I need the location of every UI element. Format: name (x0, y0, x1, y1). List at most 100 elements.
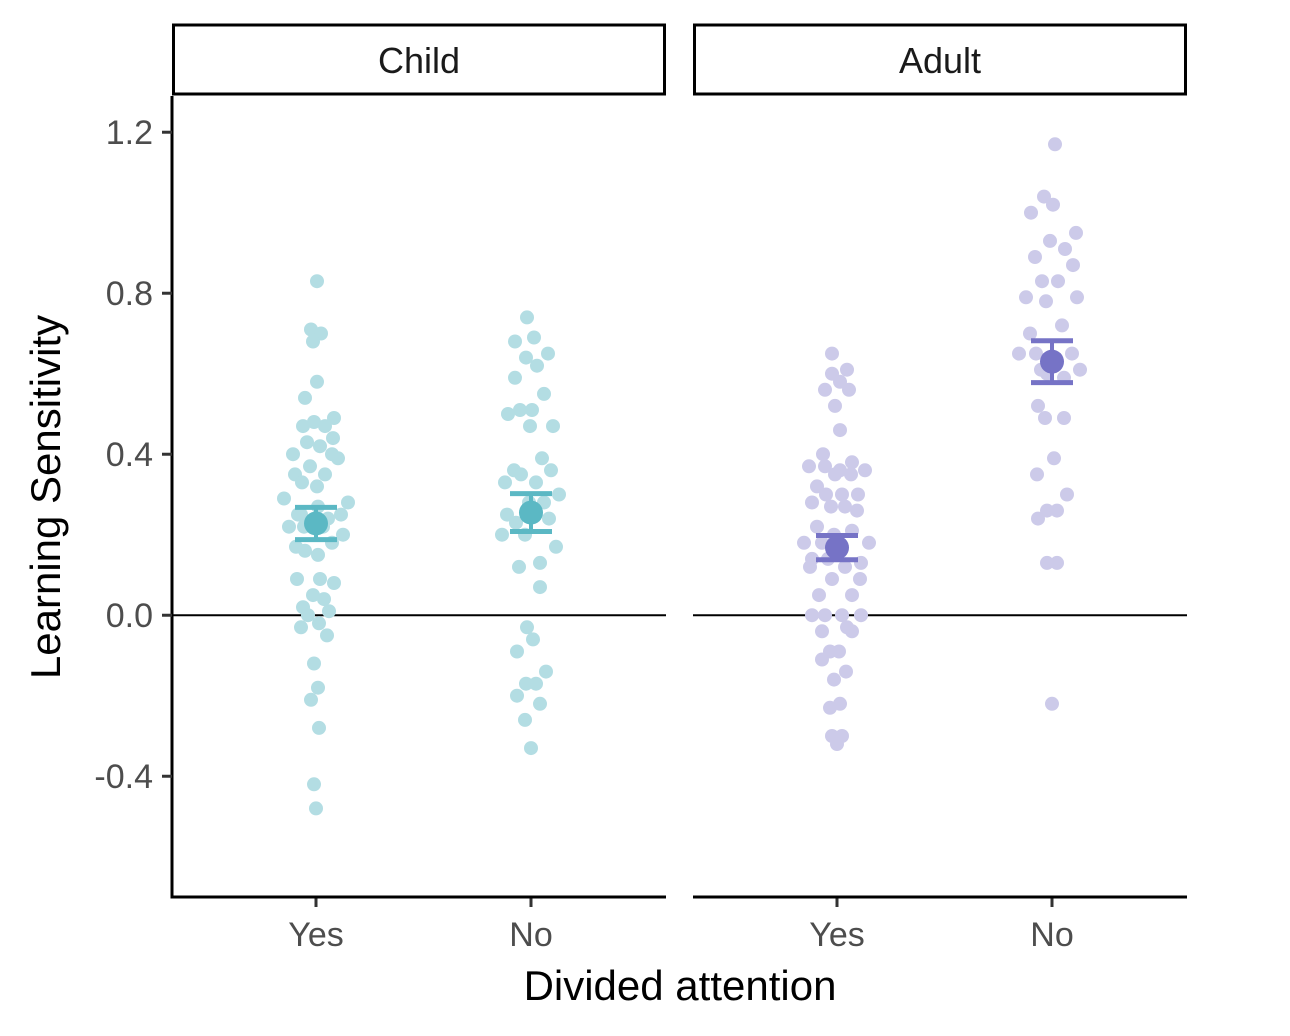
data-point (318, 419, 332, 434)
data-point (552, 487, 566, 502)
data-point (286, 447, 300, 462)
data-point (1050, 503, 1064, 518)
data-point (510, 644, 524, 659)
data-point (336, 527, 350, 542)
data-point (306, 588, 320, 603)
data-point (510, 688, 524, 703)
data-point (805, 495, 819, 510)
data-point (546, 419, 560, 434)
data-point (844, 467, 858, 482)
data-point (326, 431, 340, 446)
data-point (833, 423, 847, 438)
data-point (832, 644, 846, 659)
data-point (537, 386, 551, 401)
data-point (529, 475, 543, 490)
data-point (1047, 451, 1061, 466)
data-point (1050, 555, 1064, 570)
data-point (797, 535, 811, 550)
data-point (1073, 362, 1087, 377)
data-point (1057, 411, 1071, 425)
data-point (325, 447, 339, 462)
data-point (311, 680, 325, 695)
group-no (495, 310, 566, 756)
data-point (322, 604, 336, 619)
mean-point (519, 500, 543, 525)
data-point (296, 419, 310, 434)
data-point (858, 463, 872, 478)
data-point (303, 459, 317, 474)
data-point (334, 507, 348, 522)
data-point (509, 515, 523, 530)
data-point (294, 620, 308, 635)
data-point (815, 652, 829, 667)
data-point (850, 503, 864, 518)
panel-adult: Adult Yes No (693, 23, 1187, 954)
mean-point (304, 511, 328, 536)
data-point (311, 547, 325, 562)
data-point (530, 358, 544, 373)
data-point (1065, 346, 1079, 361)
y-axis-title: Learning Sensitivity (22, 315, 69, 679)
data-point (520, 620, 534, 635)
data-point (845, 624, 859, 639)
panel-child: Child Yes No (172, 23, 666, 954)
strip-box (693, 23, 1187, 96)
data-point (309, 801, 323, 816)
data-point (541, 346, 555, 361)
data-point (520, 310, 534, 325)
data-point (851, 487, 865, 502)
data-point (1037, 189, 1051, 204)
data-point (535, 451, 549, 466)
data-point (840, 362, 854, 377)
data-point (306, 334, 320, 349)
data-point (529, 676, 543, 691)
strip-label: Child (378, 40, 460, 81)
strip-box (172, 23, 666, 96)
data-point (812, 588, 826, 603)
x-axis-title: Divided attention (524, 962, 837, 1009)
data-point (854, 608, 868, 623)
x-tick-label: No (509, 916, 552, 954)
data-point (1055, 318, 1069, 333)
data-point (549, 539, 563, 554)
y-tick-label: 0.8 (106, 275, 153, 313)
data-point (862, 535, 876, 550)
data-point (295, 475, 309, 490)
data-point (524, 741, 538, 756)
data-point (1058, 242, 1072, 256)
data-point (830, 737, 844, 751)
data-point (327, 411, 341, 425)
data-point (307, 656, 321, 671)
data-point (1023, 326, 1037, 341)
data-point (1060, 487, 1074, 502)
data-point (495, 527, 509, 542)
data-point (818, 382, 832, 397)
data-point (1024, 205, 1038, 220)
data-point (1028, 250, 1042, 264)
strip-label: Adult (899, 40, 981, 81)
data-point (514, 467, 528, 482)
data-point (838, 559, 852, 574)
data-point (819, 487, 833, 502)
data-point (1030, 467, 1044, 482)
data-point (1040, 555, 1054, 570)
mean-point (1040, 349, 1064, 374)
data-point (513, 403, 527, 417)
data-point (1069, 225, 1083, 240)
data-point (1039, 294, 1053, 309)
data-point (501, 407, 515, 421)
data-point (307, 777, 321, 792)
data-point (1048, 137, 1062, 152)
data-point (827, 672, 841, 687)
data-point (313, 572, 327, 586)
data-point (525, 403, 539, 417)
data-point (825, 572, 839, 586)
data-point (805, 608, 819, 623)
data-point (300, 435, 314, 450)
data-point (312, 720, 326, 735)
data-point (508, 370, 522, 385)
data-point (810, 519, 824, 534)
data-point (838, 499, 852, 514)
panels-layer: Child Yes No Adult Yes No (172, 23, 1187, 954)
